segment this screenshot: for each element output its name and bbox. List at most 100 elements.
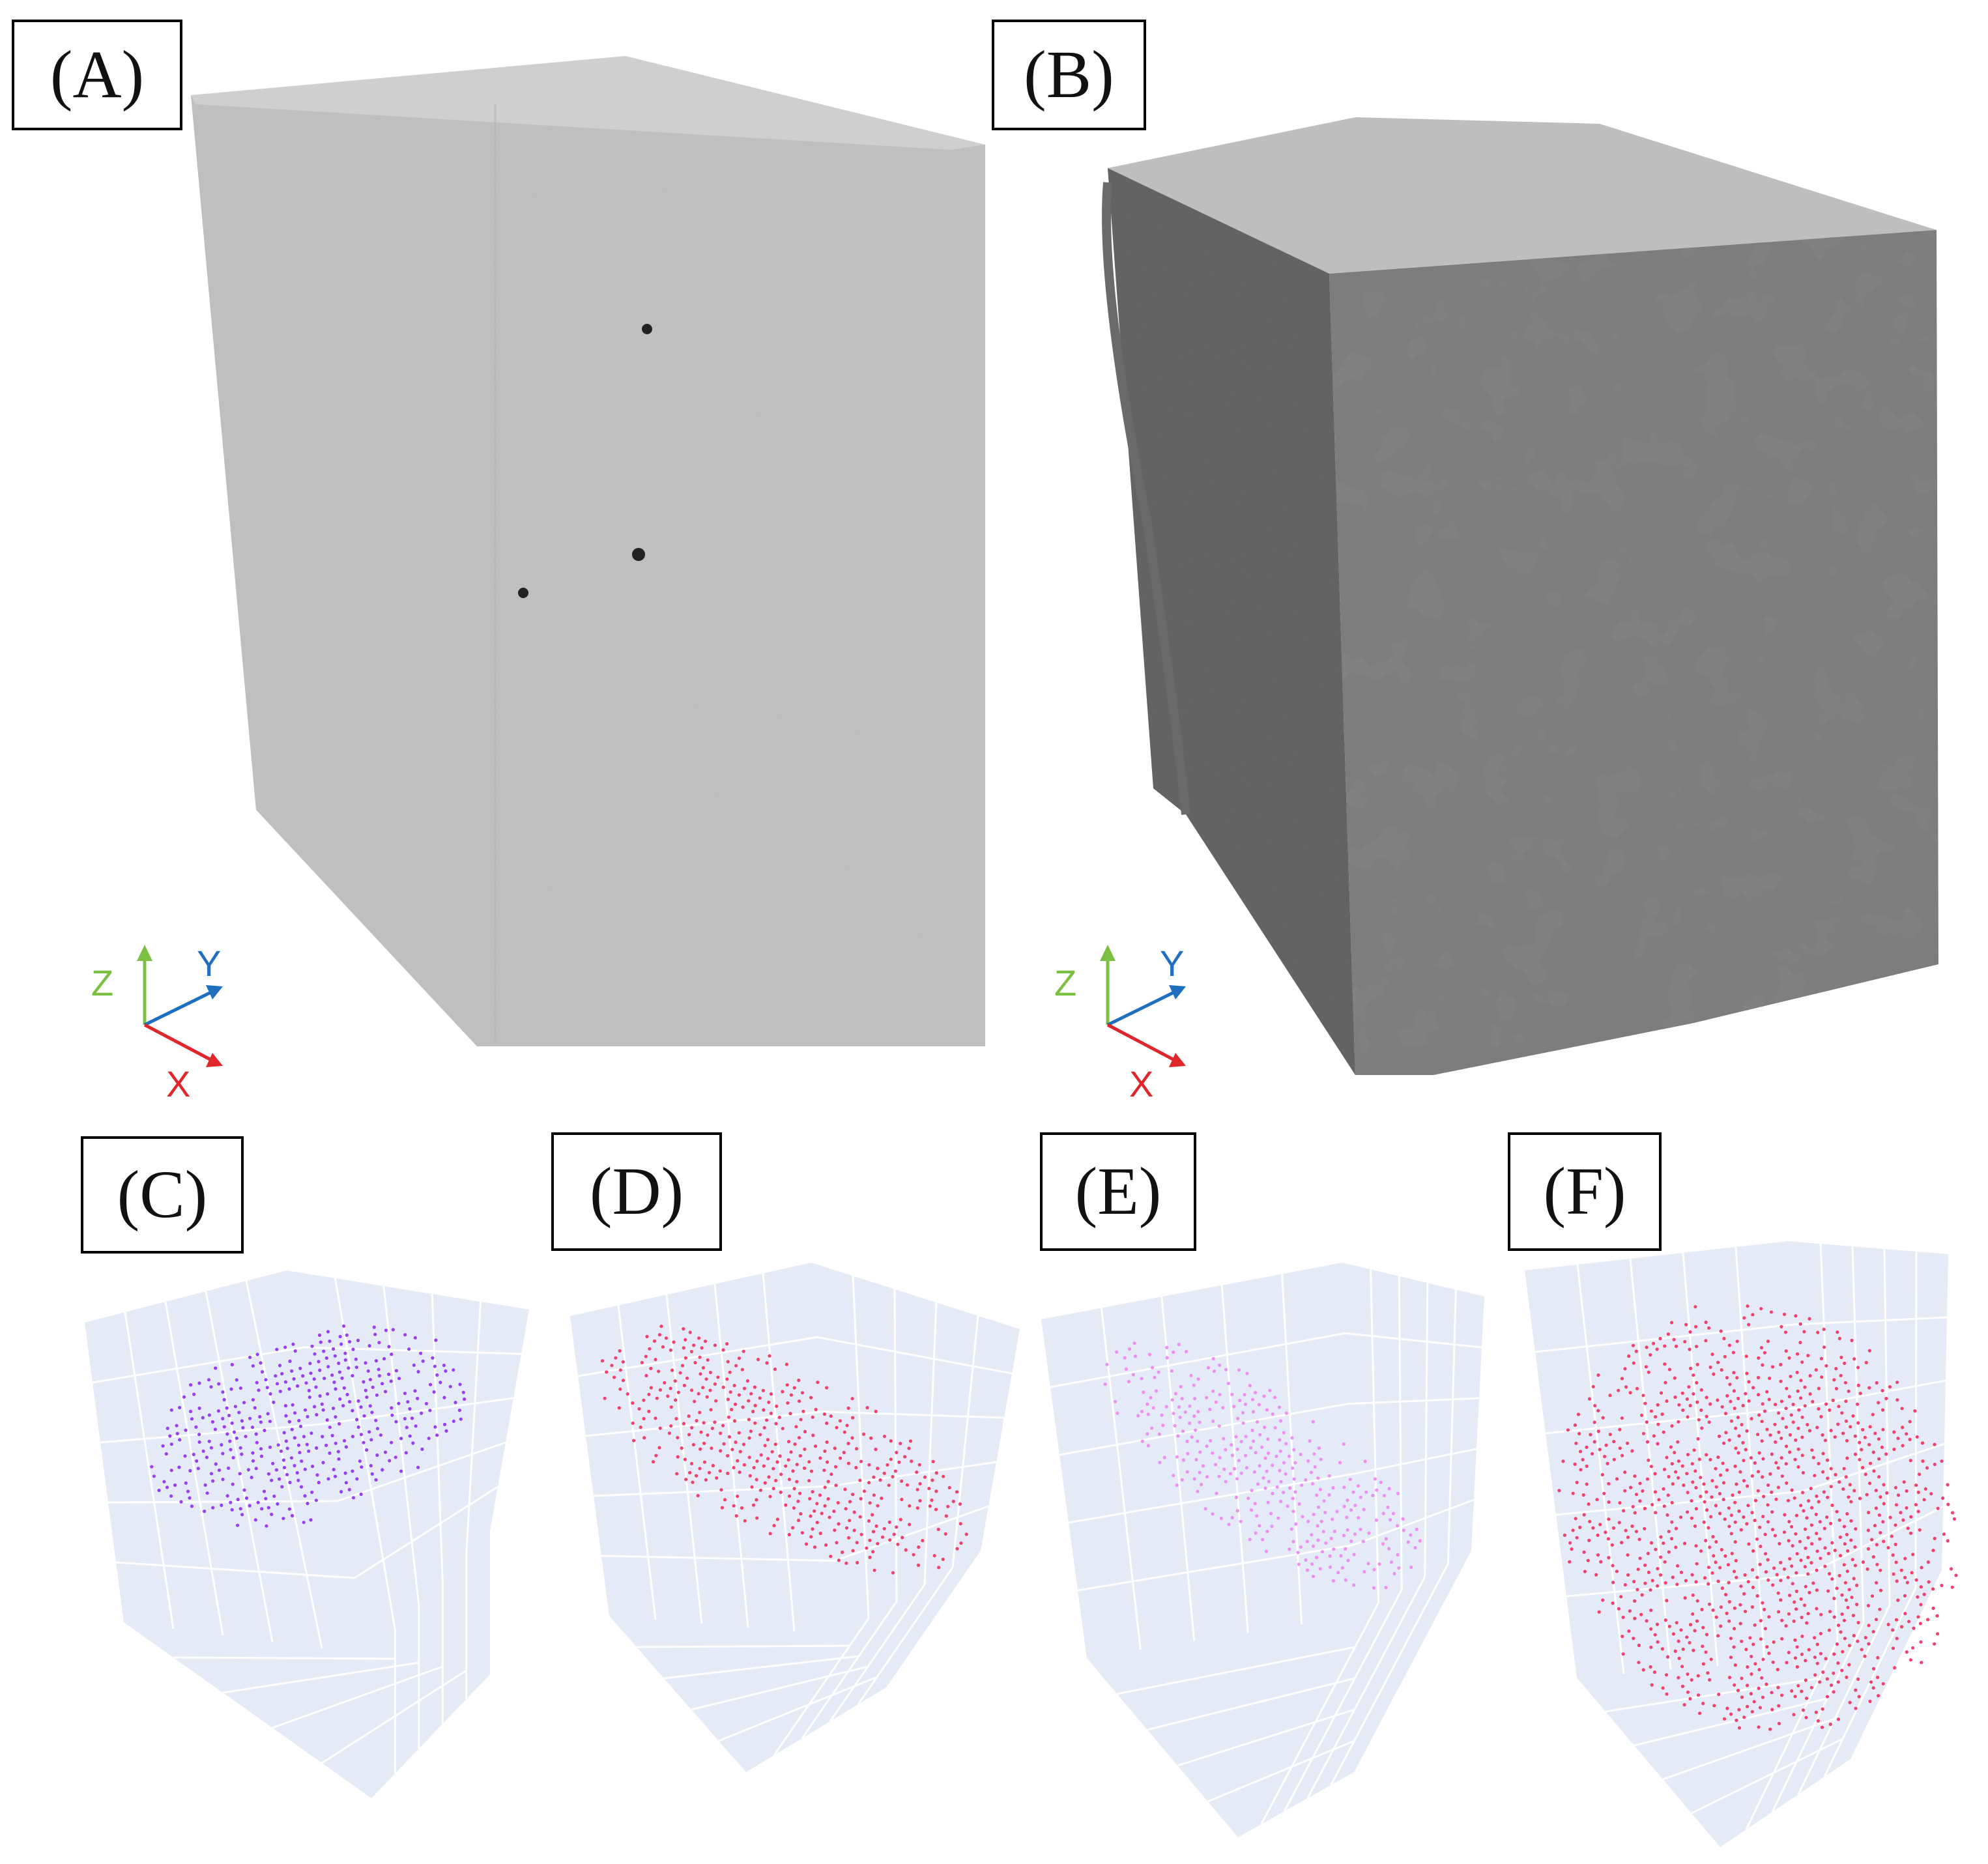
box-f-point: [1722, 1336, 1726, 1341]
box-f-point: [1866, 1547, 1870, 1551]
box-c-point: [358, 1459, 362, 1463]
box-e-point: [1353, 1532, 1357, 1536]
box-e-point: [1211, 1356, 1215, 1361]
box-f-point: [1847, 1495, 1851, 1499]
box-c-point: [332, 1381, 336, 1384]
box-f-point: [1667, 1530, 1671, 1534]
box-c-point: [169, 1494, 173, 1498]
box-f-point: [1839, 1355, 1843, 1359]
box-d-point: [644, 1373, 648, 1377]
box-f-point: [1828, 1723, 1832, 1727]
box-d-point: [876, 1504, 880, 1508]
box-e-point: [1158, 1461, 1162, 1465]
box-e-point: [1311, 1544, 1315, 1548]
box-f-point: [1694, 1325, 1698, 1328]
box-f-point: [1732, 1645, 1736, 1649]
box-d-point: [855, 1541, 859, 1545]
box-f-point: [1774, 1403, 1778, 1407]
box-d-point: [915, 1506, 919, 1510]
box-e-point: [1218, 1363, 1222, 1367]
box-f-point: [1798, 1540, 1802, 1543]
box-c-point: [388, 1459, 392, 1463]
box-d-point: [642, 1416, 646, 1421]
box-e-point: [1282, 1431, 1286, 1435]
box-d-point: [779, 1490, 783, 1494]
box-e-point: [1331, 1579, 1336, 1583]
box-c-point: [298, 1366, 302, 1370]
box-c-point: [230, 1508, 234, 1512]
box-d-point: [874, 1524, 878, 1528]
box-e-point: [1346, 1558, 1350, 1562]
box-f-point: [1717, 1693, 1721, 1697]
box-f-point: [1933, 1442, 1937, 1446]
box-c-point: [299, 1485, 304, 1489]
box-c-point: [314, 1385, 318, 1389]
box-d-point: [740, 1368, 744, 1371]
box-c-point: [297, 1418, 301, 1423]
box-d-point: [895, 1525, 899, 1529]
box-d-point: [658, 1388, 663, 1392]
box-c-point: [228, 1439, 232, 1443]
box-f-point: [1822, 1490, 1826, 1494]
box-c-point: [201, 1416, 205, 1420]
box-d-point: [753, 1403, 757, 1407]
box-e-point: [1342, 1442, 1346, 1446]
box-d-point: [781, 1390, 785, 1394]
box-f-point: [1658, 1573, 1663, 1577]
box-e-point: [1352, 1583, 1356, 1587]
box-f-point: [1598, 1448, 1602, 1452]
box-d-point: [871, 1550, 875, 1554]
box-d-point: [944, 1514, 948, 1518]
box-e-point: [1261, 1476, 1265, 1480]
box-f-point: [1841, 1487, 1845, 1491]
box-d-point: [959, 1541, 963, 1545]
box-d-point: [852, 1528, 856, 1532]
box-d-point: [652, 1339, 657, 1343]
box-f-point: [1665, 1513, 1669, 1517]
box-f-point: [1656, 1567, 1660, 1571]
box-f-point: [1728, 1383, 1732, 1386]
box-d-point: [834, 1465, 838, 1469]
box-f-point: [1591, 1526, 1595, 1530]
box-e-point: [1244, 1454, 1248, 1457]
box-d-point: [928, 1504, 932, 1508]
box-f-point: [1794, 1314, 1798, 1318]
box-d-point: [726, 1454, 730, 1457]
box-e-point: [1327, 1493, 1331, 1497]
box-f-point: [1621, 1635, 1624, 1639]
box-e-point: [1177, 1405, 1181, 1409]
box-f-point: [1734, 1426, 1738, 1430]
box-f-point: [1686, 1672, 1690, 1676]
box-f-point: [1895, 1579, 1899, 1583]
box-e-point: [1258, 1524, 1261, 1528]
box-f-point: [1573, 1462, 1577, 1466]
box-f-point: [1577, 1431, 1581, 1436]
box-d-point: [674, 1416, 678, 1421]
box-f-point-cloud: [1557, 1304, 1958, 1731]
box-d-point: [888, 1538, 892, 1542]
box-f-point: [1652, 1670, 1656, 1674]
box-d-point: [908, 1439, 913, 1443]
box-c-point: [332, 1407, 336, 1411]
box-f-point: [1635, 1588, 1639, 1592]
box-e-point: [1241, 1421, 1245, 1425]
box-c-point: [374, 1478, 378, 1482]
box-f-point: [1574, 1441, 1578, 1445]
box-d-point: [862, 1489, 867, 1493]
box-f-point: [1875, 1543, 1879, 1547]
box-c-point: [263, 1428, 267, 1433]
box-c-point: [150, 1465, 154, 1469]
box-c-point: [384, 1328, 388, 1332]
box-c-point: [337, 1361, 341, 1366]
box-c-point: [319, 1340, 323, 1344]
box-d-point: [704, 1377, 708, 1381]
box-f-point: [1806, 1423, 1809, 1427]
box-f-point: [1712, 1554, 1716, 1558]
box-f-point: [1692, 1648, 1695, 1652]
box-e-point: [1284, 1472, 1288, 1476]
box-f-point: [1794, 1589, 1798, 1594]
box-f-point: [1662, 1487, 1665, 1491]
box-c-point: [233, 1405, 237, 1409]
box-f-point: [1788, 1450, 1792, 1454]
box-f-point: [1936, 1632, 1940, 1636]
